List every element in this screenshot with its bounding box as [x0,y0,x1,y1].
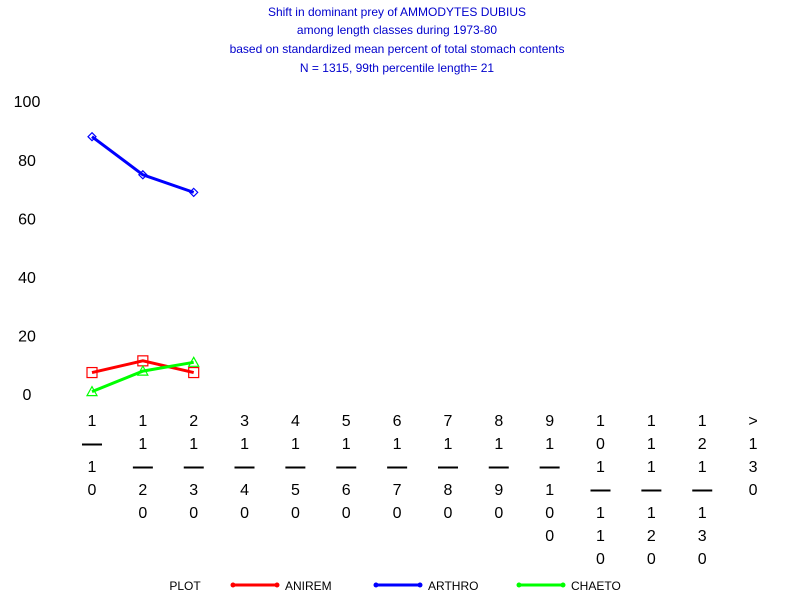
legend-title: PLOT [169,579,201,593]
x-tick-label: 6 1—7 0 [387,413,407,522]
legend-dot [373,582,379,588]
marker [86,366,98,379]
legend-label: CHAETO [571,579,621,593]
series [85,356,200,397]
marker [87,131,97,142]
legend-dot [516,582,522,588]
marker [188,366,200,379]
series [86,355,200,379]
chart-subtitle: based on standardized mean percent of to… [230,42,565,56]
legend-dot [417,582,423,588]
legend-label: ARTHRO [428,579,478,593]
legend-dot [274,582,280,588]
y-tick-label: 60 [18,211,36,228]
x-tick-label: 1 1—2 0 [133,413,153,522]
chart-subtitle: among length classes during 1973-80 [297,23,497,37]
x-tick-label: 1 1 1—1 2 0 [641,413,661,568]
chart-title: Shift in dominant prey of AMMODYTES DUBI… [268,5,526,19]
y-tick-label: 40 [18,270,36,287]
y-tick-label: 100 [14,94,41,111]
x-tick-label: 8 1—9 0 [489,413,509,522]
x-tick-label: >1 3 0 [748,413,757,499]
marker [138,169,148,180]
x-tick-label: 7 1—8 0 [438,413,458,522]
x-tick-label: 4 1—5 0 [285,413,305,522]
x-tick-label: 5 1—6 0 [336,413,356,522]
x-tick-label: 9 1—1 0 0 [540,413,560,545]
x-tick-label: 2 1—3 0 [184,413,204,522]
x-tick-label: 3 1—4 0 [235,413,255,522]
series [87,131,199,198]
x-tick-label: 1 2 1—1 3 0 [692,413,712,568]
x-tick-label: 1—1 0 [82,413,102,499]
legend-dot [230,582,236,588]
line [91,135,195,194]
marker [85,385,99,397]
y-tick-label: 80 [18,153,36,170]
marker [187,356,200,367]
legend-label: ANIREM [285,579,332,593]
marker [188,187,199,198]
line [91,360,194,393]
marker [136,364,149,376]
chart-subtitle: N = 1315, 99th percentile length= 21 [300,61,494,75]
legend-dot [560,582,566,588]
y-tick-label: 20 [18,329,36,346]
y-tick-label: 0 [23,387,32,404]
line [91,359,195,375]
x-tick-label: 1 0 1—1 1 0 [591,413,611,568]
